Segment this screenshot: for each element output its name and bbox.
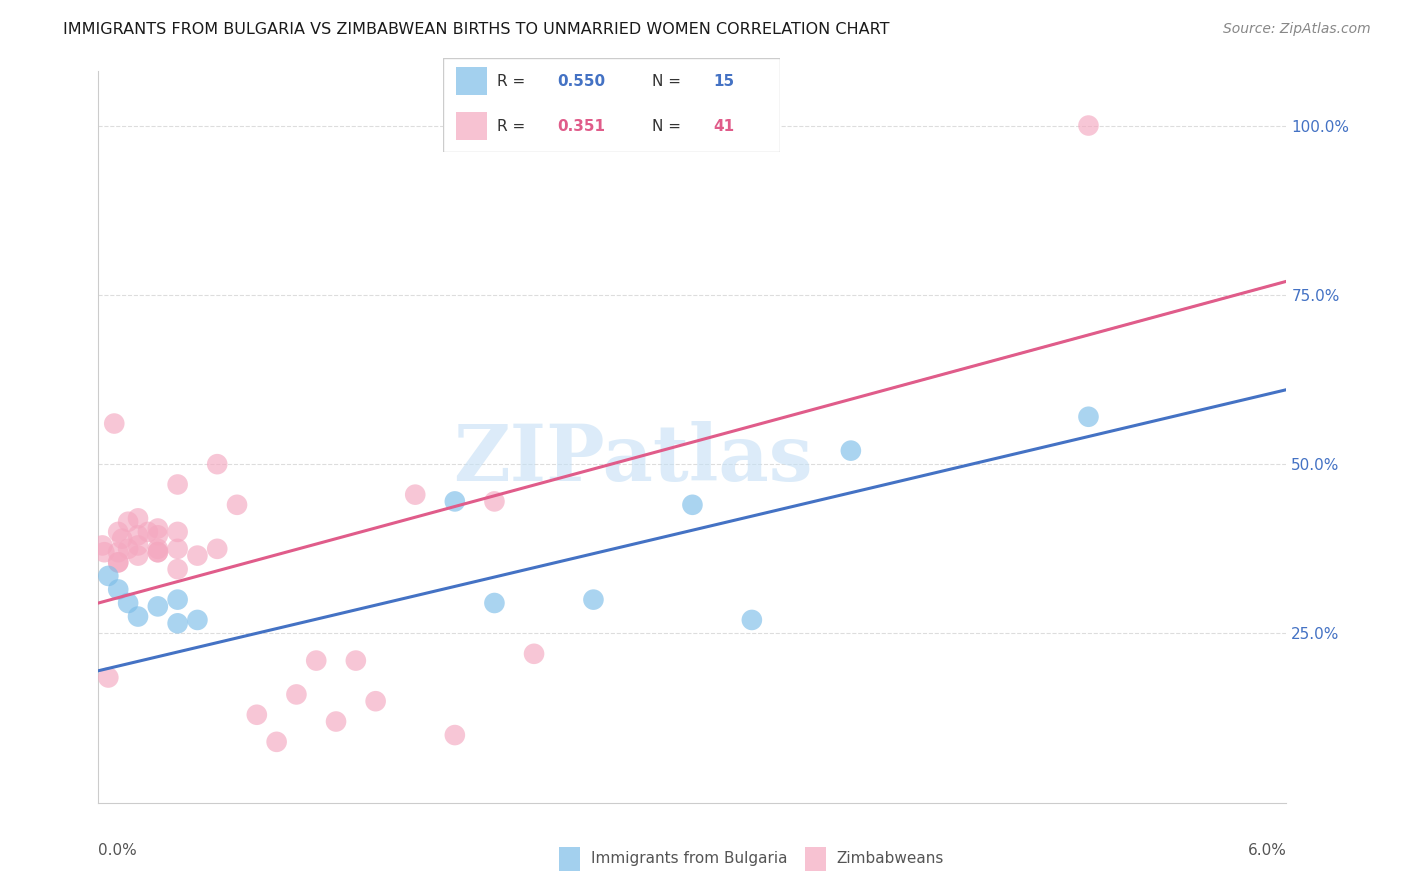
Point [146,545,169,559]
Point [117,515,139,529]
Text: 0.0%: 0.0% [98,843,138,858]
Point [117,596,139,610]
Point [325,714,347,729]
Point [107,582,129,597]
Bar [457,68,486,95]
Point [484,596,506,610]
Point [246,707,269,722]
Text: N =: N = [652,74,681,89]
Point [582,592,605,607]
Point [682,498,704,512]
Point [523,647,546,661]
Text: 0.550: 0.550 [558,74,606,89]
Point [484,494,506,508]
Point [166,562,188,576]
Point [166,524,188,539]
Point [266,735,288,749]
Point [285,688,308,702]
Point [127,511,149,525]
Point [127,609,149,624]
Point [107,545,129,559]
Point [127,528,149,542]
Text: Source: ZipAtlas.com: Source: ZipAtlas.com [1223,22,1371,37]
Point [364,694,387,708]
Bar [457,112,486,140]
Text: Immigrants from Bulgaria: Immigrants from Bulgaria [591,851,787,865]
Point [107,555,129,569]
Point [166,592,188,607]
Point [404,488,426,502]
Point [166,541,188,556]
Text: 15: 15 [713,74,734,89]
Point [226,498,249,512]
Point [186,549,208,563]
Point [127,538,149,552]
Point [207,457,229,471]
Text: Zimbabweans: Zimbabweans [837,851,943,865]
Point [207,541,229,556]
Text: 6.0%: 6.0% [1247,843,1286,858]
Point [103,417,125,431]
Point [107,524,129,539]
Point [146,545,169,559]
Text: IMMIGRANTS FROM BULGARIA VS ZIMBABWEAN BIRTHS TO UNMARRIED WOMEN CORRELATION CHA: IMMIGRANTS FROM BULGARIA VS ZIMBABWEAN B… [63,22,890,37]
Text: R =: R = [496,74,524,89]
Point [344,654,367,668]
Text: 0.351: 0.351 [558,119,606,134]
Point [1077,119,1099,133]
Point [1077,409,1099,424]
Point [839,443,862,458]
Point [305,654,328,668]
Text: 41: 41 [713,119,734,134]
Point [111,532,134,546]
Text: ZIPatlas: ZIPatlas [453,421,813,497]
Point [97,569,120,583]
Point [444,494,467,508]
Text: R =: R = [496,119,524,134]
Point [444,728,467,742]
Point [166,477,188,491]
Point [136,524,159,539]
Point [166,616,188,631]
Point [93,545,115,559]
Point [146,541,169,556]
Point [741,613,763,627]
Point [146,528,169,542]
Point [97,671,120,685]
Point [127,549,149,563]
Text: N =: N = [652,119,681,134]
Point [117,541,139,556]
Point [146,599,169,614]
Point [186,613,208,627]
Point [91,538,114,552]
Point [107,555,129,569]
Point [146,521,169,535]
